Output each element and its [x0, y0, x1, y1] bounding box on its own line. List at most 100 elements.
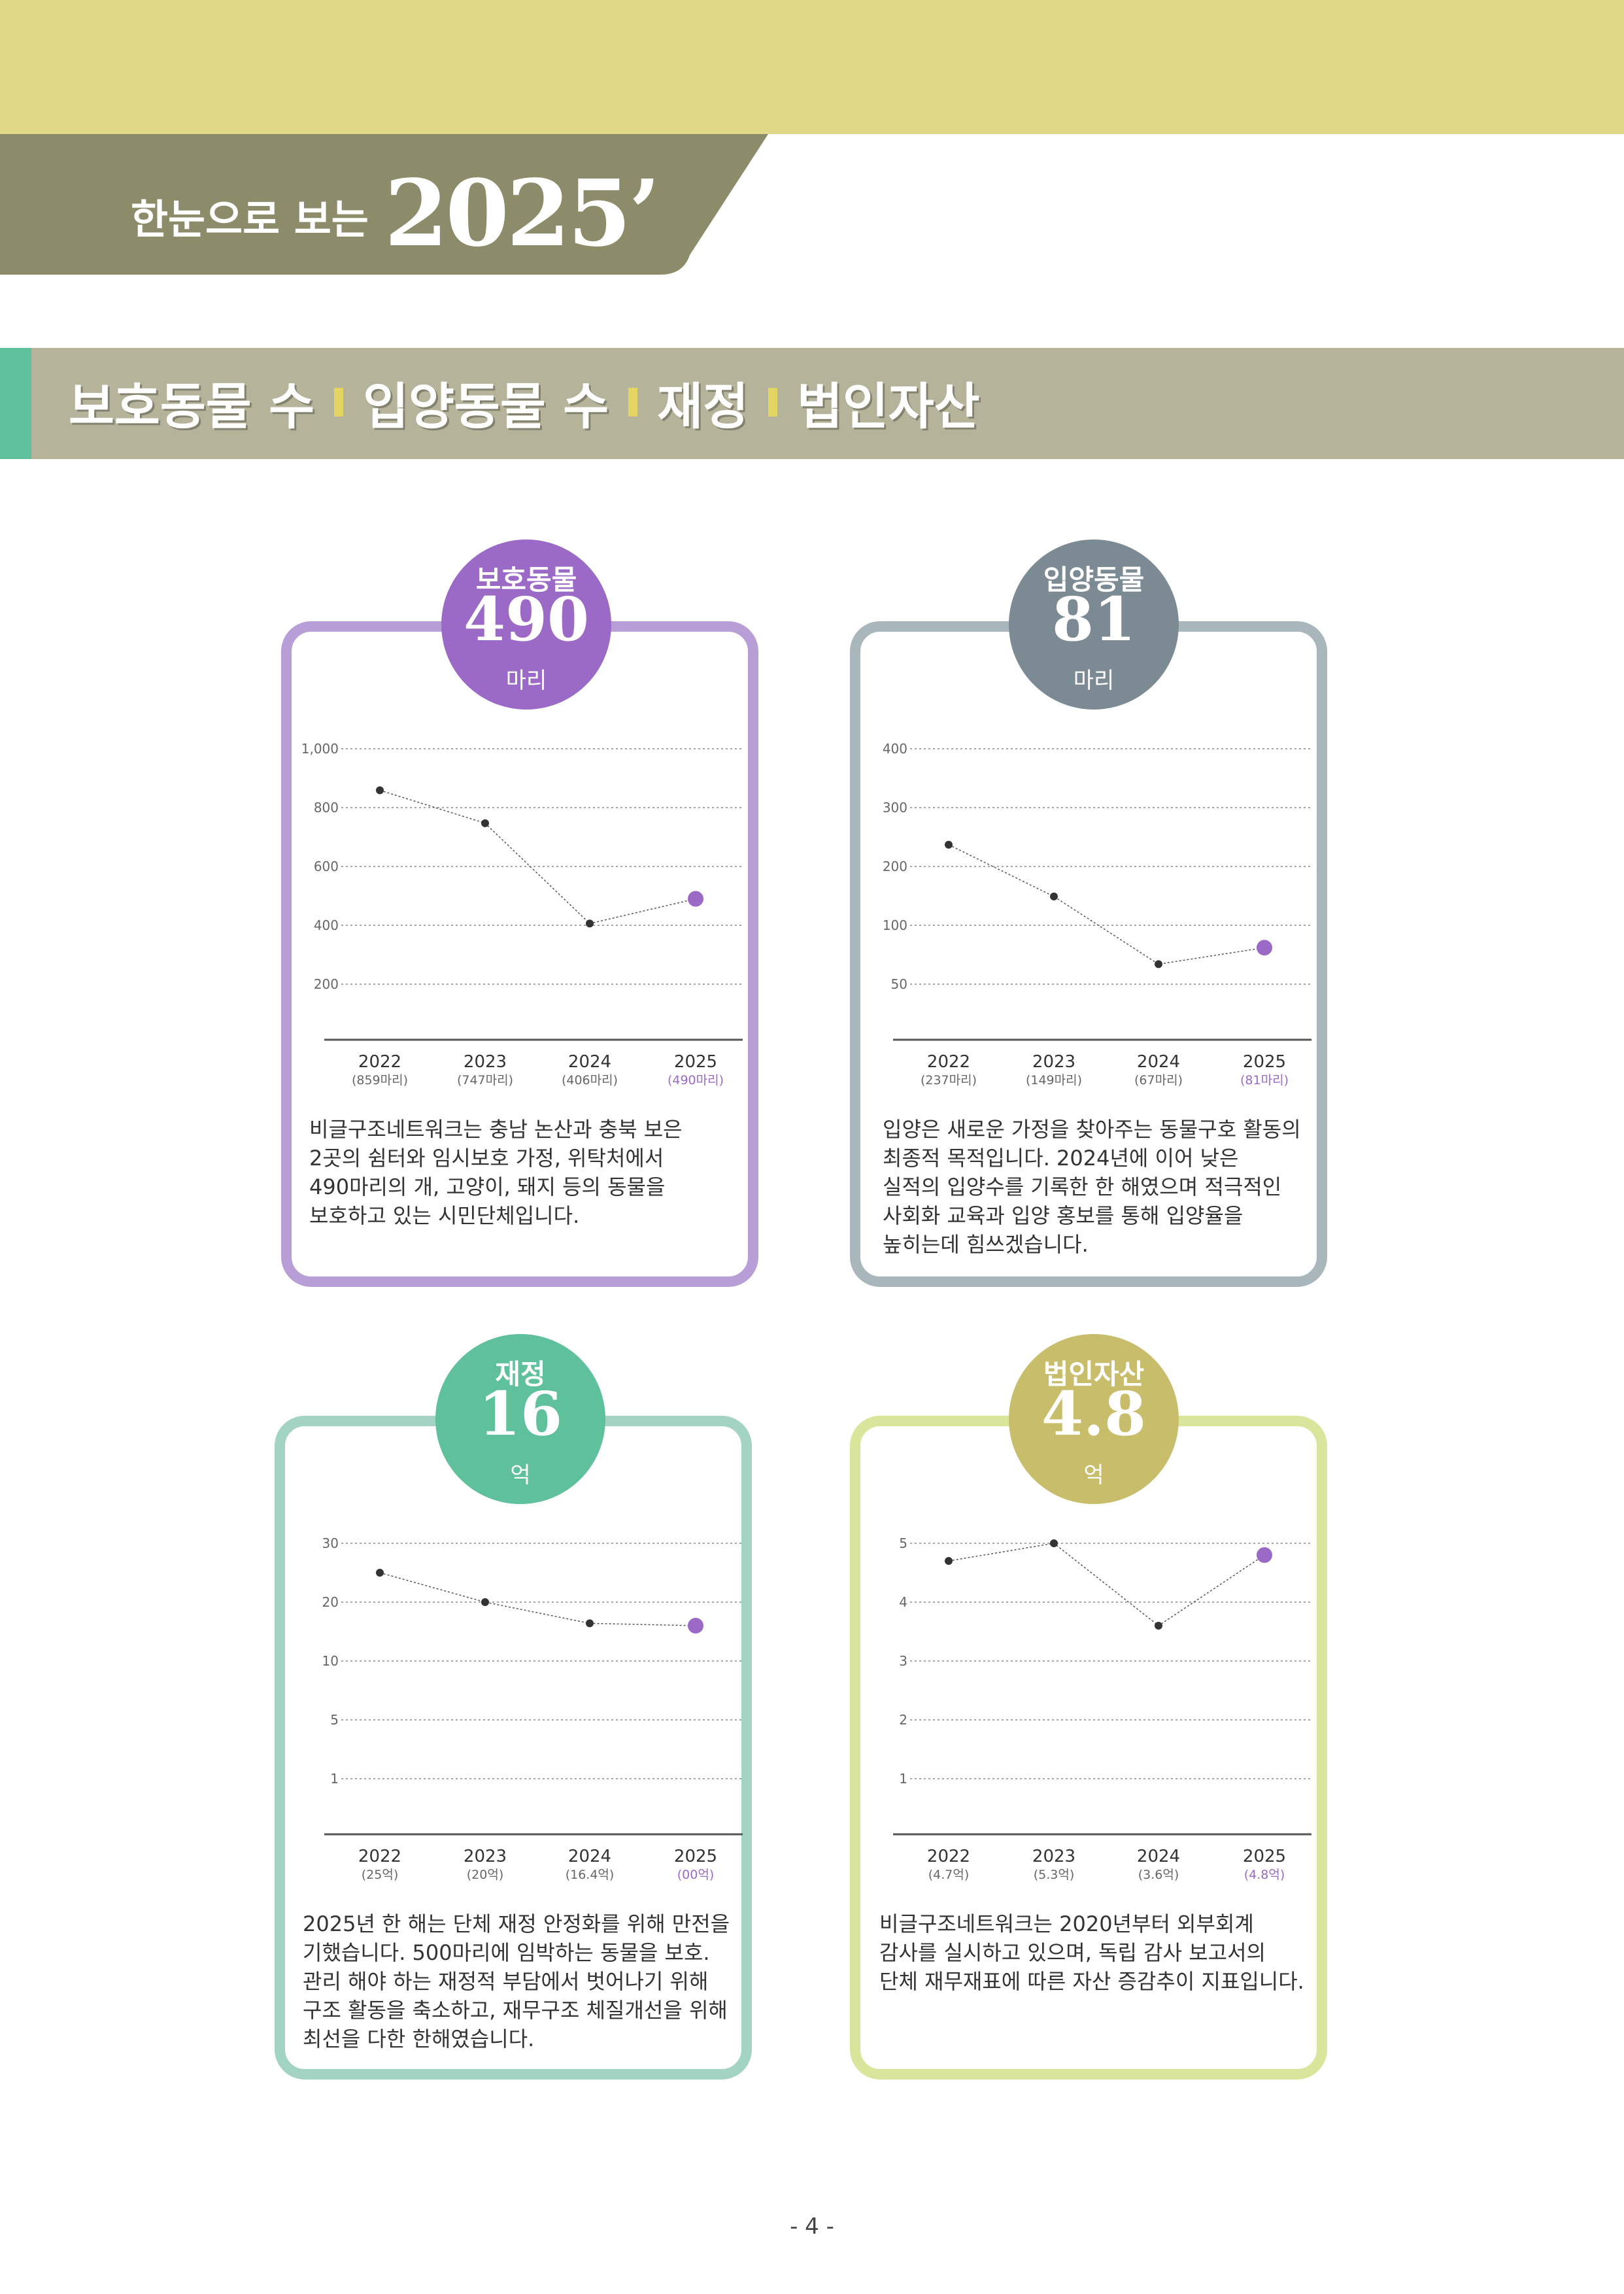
badge-unit: 억	[510, 1462, 531, 1488]
y-tick-label: 200	[314, 976, 339, 992]
title-banner	[0, 134, 768, 275]
x-tick-sublabel: (3.6억)	[1138, 1868, 1179, 1882]
data-point	[586, 919, 594, 928]
x-tick-label: 2025	[1243, 1847, 1286, 1866]
x-tick-sublabel: (81마리)	[1240, 1073, 1289, 1087]
section-separator	[334, 388, 344, 417]
y-tick-label: 400	[883, 741, 907, 757]
series-line	[948, 844, 1265, 965]
y-tick-label: 1,000	[301, 741, 339, 757]
y-tick-label: 2	[899, 1712, 907, 1728]
title-year: 2025’	[384, 160, 660, 267]
y-tick-label: 5	[330, 1712, 339, 1728]
data-point	[945, 1557, 953, 1565]
badge-unit: 억	[1083, 1462, 1104, 1488]
section-title: 보호동물 수 입양동물 수 재정 법인자산	[69, 366, 980, 438]
y-tick-label: 10	[322, 1653, 339, 1669]
badge-value: 81	[1051, 584, 1136, 655]
x-tick-label: 2022	[358, 1847, 401, 1866]
y-tick-label: 50	[891, 976, 907, 992]
section-bar	[0, 348, 1624, 459]
data-point	[1155, 1622, 1162, 1630]
x-tick-label: 2023	[1032, 1052, 1075, 1072]
data-point	[1257, 940, 1272, 956]
y-tick-label: 800	[314, 800, 339, 815]
section-separator	[768, 388, 777, 417]
badge-title: 재정	[495, 1358, 546, 1390]
card-description: 2025년 한 해는 단체 재정 안정화를 위해 만전을 기했습니다. 500마…	[303, 1911, 730, 2051]
x-tick-sublabel: (00억)	[677, 1868, 714, 1882]
x-tick-label: 2024	[1137, 1847, 1180, 1866]
badge-value: 16	[478, 1378, 563, 1449]
y-tick-label: 1	[330, 1771, 339, 1787]
x-tick-label: 2025	[674, 1847, 717, 1866]
header-band	[0, 0, 1624, 134]
badge-protected-animals: 보호동물 490 마리	[441, 539, 611, 710]
x-tick-label: 2022	[927, 1052, 970, 1072]
x-tick-sublabel: (149마리)	[1026, 1073, 1082, 1087]
x-tick-sublabel: (16.4억)	[566, 1868, 615, 1882]
y-tick-label: 30	[322, 1535, 339, 1551]
data-point	[1257, 1547, 1272, 1563]
x-tick-sublabel: (20억)	[467, 1868, 503, 1882]
series-line	[379, 789, 696, 925]
badge-value: 490	[463, 584, 590, 655]
x-tick-sublabel: (4.8억)	[1244, 1868, 1285, 1882]
badge-title: 법인자산	[1043, 1358, 1145, 1390]
badge-corporate-assets: 법인자산 4.8 억	[1009, 1334, 1179, 1504]
x-tick-label: 2022	[927, 1847, 970, 1866]
section-item: 재정	[657, 377, 749, 436]
card-description: 입양은 새로운 가정을 찾아주는 동물구호 활동의 최종적 목적입니다. 202…	[883, 1117, 1301, 1257]
data-point	[586, 1619, 594, 1628]
data-point	[688, 1618, 703, 1634]
badge-title: 입양동물	[1043, 564, 1145, 596]
card-description: 비글구조네트워크는 충남 논산과 충북 보은 2곳의 쉼터와 임시보호 가정, …	[309, 1117, 683, 1228]
x-tick-sublabel: (5.3억)	[1034, 1868, 1075, 1882]
x-tick-sublabel: (25억)	[362, 1868, 398, 1882]
y-tick-label: 200	[883, 859, 907, 874]
badge-adopted-animals: 입양동물 81 마리	[1009, 539, 1179, 710]
badge-title: 보호동물	[475, 564, 577, 596]
x-tick-label: 2023	[1032, 1847, 1075, 1866]
series-line	[379, 1572, 696, 1626]
y-tick-label: 4	[899, 1594, 907, 1610]
card-protected-animals	[281, 621, 758, 1287]
x-tick-label: 2024	[1137, 1052, 1180, 1072]
title-subtitle: 한눈으로 보는	[131, 196, 369, 243]
card-finance	[275, 1416, 752, 2080]
y-tick-label: 400	[314, 917, 339, 933]
x-tick-label: 2023	[464, 1052, 507, 1072]
x-tick-sublabel: (490마리)	[668, 1073, 724, 1087]
series-line	[948, 1543, 1265, 1626]
card-corporate-assets	[850, 1416, 1327, 2080]
x-tick-label: 2024	[568, 1847, 611, 1866]
x-tick-sublabel: (67마리)	[1134, 1073, 1183, 1087]
y-tick-label: 5	[899, 1535, 907, 1551]
data-point	[945, 840, 953, 849]
chart-adopted-animals: 400 300 200 100 50 2022(237마리) 2023(149마리) 2024…	[883, 741, 1311, 1087]
page-number: - 4 -	[790, 2214, 834, 2240]
x-tick-label: 2022	[358, 1052, 401, 1072]
section-item: 보호동물 수	[69, 377, 315, 436]
y-tick-label: 600	[314, 859, 339, 874]
x-tick-label: 2024	[568, 1052, 611, 1072]
data-point	[481, 1598, 489, 1606]
x-tick-label: 2025	[1243, 1052, 1286, 1072]
x-tick-label: 2025	[674, 1052, 717, 1072]
section-item: 법인자산	[796, 377, 980, 436]
y-tick-label: 20	[322, 1594, 339, 1610]
x-tick-label: 2023	[464, 1847, 507, 1866]
badge-unit: 마리	[505, 668, 547, 694]
section-accent	[0, 348, 31, 459]
chart-protected-animals: 1,000 800 600 400 200 2022(859마리) 2023(747마리) 2…	[301, 741, 743, 1087]
chart-finance: 30 20 10 5 1 2022 (25억) 2023 (20억) 2024 (16.4억) 202…	[322, 1535, 743, 1882]
x-tick-sublabel: (4.7억)	[928, 1868, 970, 1882]
card-description: 비글구조네트워크는 2020년부터 외부회계 감사를 실시하고 있으며, 독립 …	[879, 1911, 1304, 1994]
y-tick-label: 1	[899, 1771, 907, 1787]
badge-value: 4.8	[1041, 1378, 1147, 1449]
chart-corporate-assets: 5 4 3 2 1 2022 (4.7억) 2023 (5.3억) 2024 (3.6억) 2025 (…	[893, 1535, 1311, 1882]
y-tick-label: 300	[883, 800, 907, 815]
data-point	[481, 819, 489, 827]
section-separator	[628, 388, 638, 417]
x-tick-sublabel: (747마리)	[457, 1073, 513, 1087]
